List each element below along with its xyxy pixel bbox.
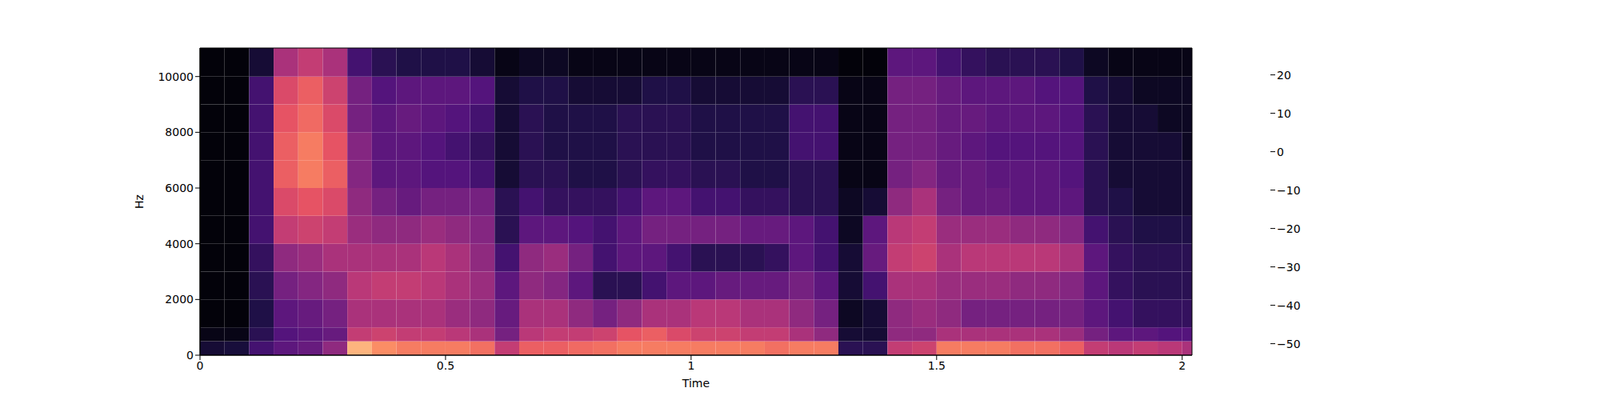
svg-text:0: 0 [1276,145,1284,159]
svg-text:4000: 4000 [164,237,194,251]
svg-text:−20: −20 [1276,222,1301,236]
svg-text:2000: 2000 [164,292,194,306]
svg-text:−10: −10 [1276,184,1301,197]
svg-text:6000: 6000 [164,181,194,195]
svg-text:2: 2 [1178,359,1186,372]
svg-text:Hz: Hz [132,194,146,209]
svg-text:0.5: 0.5 [436,359,455,372]
svg-text:1: 1 [687,359,695,372]
svg-text:Time: Time [681,376,710,390]
svg-text:1.5: 1.5 [928,359,946,372]
svg-text:10000: 10000 [157,70,194,84]
svg-text:0: 0 [196,359,204,372]
svg-text:10: 10 [1276,107,1292,120]
svg-text:−30: −30 [1276,260,1301,274]
svg-text:8000: 8000 [164,125,194,139]
svg-text:−40: −40 [1276,299,1301,312]
svg-text:−50: −50 [1276,337,1301,351]
svg-text:20: 20 [1276,68,1292,82]
svg-text:0: 0 [186,348,194,362]
